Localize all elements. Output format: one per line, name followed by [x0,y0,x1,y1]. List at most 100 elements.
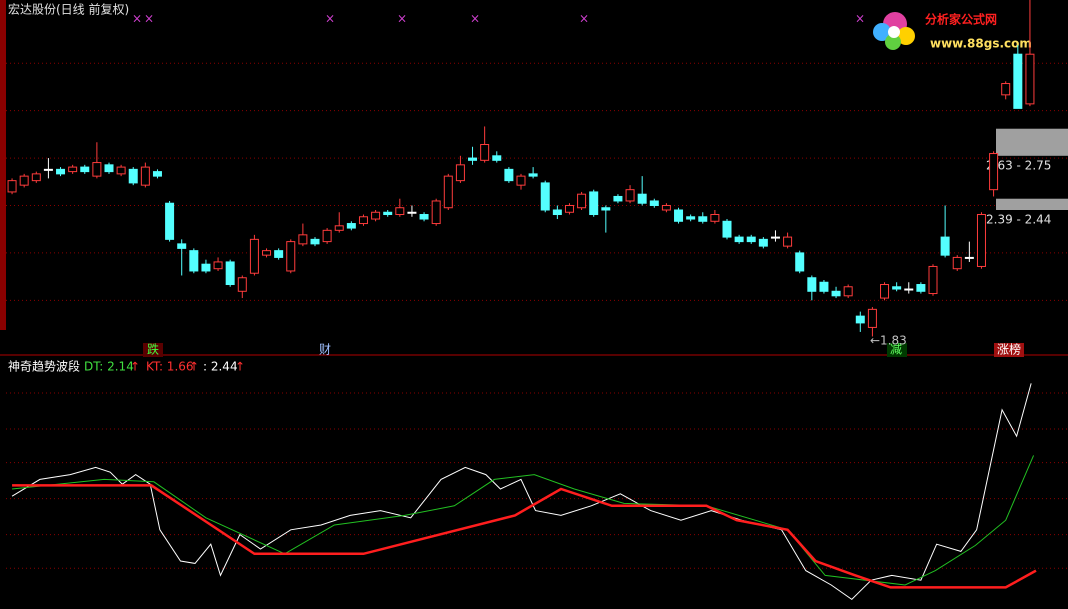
candle-body [746,236,756,243]
candle-body [552,209,562,216]
candle-body [928,265,938,295]
candle-body [7,180,17,193]
candle-body [334,225,344,231]
chart-title: 宏达股份(日线 前复权) [8,2,129,17]
candle-body [940,236,950,256]
candle-body [431,200,441,225]
event-bg [994,343,1024,357]
event-bg [887,343,907,357]
event-label: 财 [319,343,331,357]
logo-petal [897,27,915,45]
event-label: 涨榜 [997,342,1021,357]
candle-body [395,207,405,216]
candle-body [56,168,66,175]
indicator-line [12,455,1035,586]
candle-body [843,286,853,297]
signal-mark: × [325,12,335,26]
readout-arrow: ↑ [130,360,140,374]
candle-body [952,256,962,270]
signal-mark: × [144,12,154,26]
candle-body [855,315,865,324]
candle-body [1001,83,1011,96]
candle-body [1013,53,1023,109]
event-label: 减 [890,343,902,357]
candle-body [116,166,126,175]
signal-marks: × × × × × × × [132,12,865,26]
indicator-line [11,383,1032,601]
signal-mark: × [470,12,480,26]
candle-body [867,308,877,328]
candle-body [722,220,732,238]
candle-body [1025,53,1035,105]
watermark: 分析家公式网 www.88gs.com [873,12,1032,51]
candle-body [613,195,623,202]
low-annotation: ←1.83 [870,334,907,348]
candle-body [734,236,744,243]
candle-body [92,162,102,177]
candle-body [625,189,635,202]
price-zone-label: 2.39 - 2.44 [986,213,1051,227]
readout: DT: 2.14 [84,360,134,374]
candle-body [407,211,417,214]
candle-body [104,164,114,173]
logo-petal [873,23,891,41]
candle-body [880,284,890,299]
candle-body [964,256,974,259]
signal-mark: × [855,12,865,26]
candle-body [298,234,308,245]
candle-body [213,261,223,270]
candle-body [43,168,53,171]
candle-body [419,214,429,220]
candle-body [165,202,175,240]
candle-body [225,261,235,286]
candle-body [358,216,368,225]
candle-body [262,250,272,256]
candle-body [201,263,211,272]
readout-arrow: ↑ [235,360,245,374]
candle-body [516,175,526,186]
candle-body [322,229,332,243]
side-strip [0,0,6,330]
candle-body [152,171,162,177]
candle-body [540,182,550,211]
candle-body [371,211,381,220]
candle-body [383,211,393,216]
candle-body [504,168,514,182]
readout-arrow: ↑ [189,360,199,374]
candle-body [564,204,574,213]
candle-body [80,166,90,173]
candle-body [589,191,599,216]
candle-body [795,252,805,272]
candle-body [577,193,587,209]
candle-body [492,155,502,161]
event-label: 跌 [147,342,159,357]
candle-body [819,281,829,292]
candle-body [480,144,490,161]
price-zone [996,128,1068,156]
candle-body [310,238,320,245]
watermark-title: 分析家公式网 [925,12,997,27]
candle-body [68,166,78,173]
candle-body [989,153,999,191]
candle-body [286,241,296,272]
candle-body [455,164,465,182]
candle-body [443,175,453,209]
signal-mark: × [132,12,142,26]
readout: KT: 1.66 [146,360,194,374]
signal-mark: × [579,12,589,26]
candle-body [892,286,902,290]
indicator-title: 神奇趋势波段 [8,359,80,374]
watermark-url: www.88gs.com [930,37,1032,51]
candle-body [31,173,41,182]
price-zone [996,198,1068,210]
candle-body [528,173,538,177]
candle-body [698,216,708,222]
candle-body [274,250,284,258]
candle-body [177,243,187,249]
candle-body [686,216,696,220]
candle-body [976,214,986,267]
candle-body [831,290,841,297]
